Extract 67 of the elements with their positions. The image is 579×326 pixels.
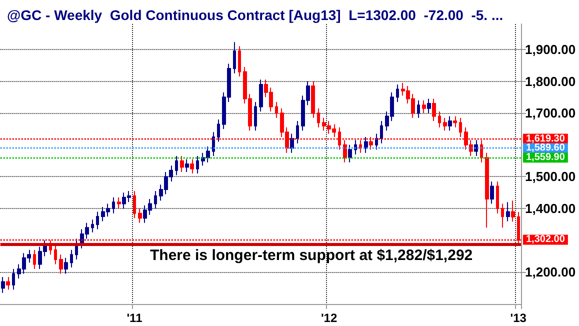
candlestick (54, 244, 57, 265)
candlestick (375, 133, 378, 150)
chart-title: @GC - Weekly Gold Continuous Contract [Aug13] L=1302.00 -72.00 -5. ... (7, 7, 504, 23)
candlestick (212, 132, 215, 157)
candlestick (117, 196, 121, 210)
candlestick (238, 46, 241, 77)
candlestick (511, 200, 515, 222)
candlestick (133, 190, 136, 219)
candlestick (175, 156, 178, 176)
candlestick (496, 181, 499, 214)
candlestick (190, 158, 194, 174)
y-tick-label: 1,400.00 (525, 201, 576, 216)
candlestick (432, 98, 436, 122)
candlestick (290, 133, 294, 154)
candlestick (112, 196, 115, 214)
candlestick (1, 276, 5, 294)
candlestick (64, 257, 68, 274)
candlestick (501, 203, 504, 228)
candlestick (343, 140, 347, 163)
candlestick (259, 79, 263, 112)
candlestick (59, 254, 63, 274)
candlestick (443, 117, 447, 132)
annotation: There is longer-term support at $1,282/$1,292 (150, 247, 473, 264)
candlestick (448, 116, 452, 132)
candlestick (422, 100, 426, 114)
candlestick (364, 136, 368, 154)
candlestick (6, 276, 10, 290)
candlestick (180, 156, 184, 172)
candlestick (185, 158, 189, 172)
candlestick (96, 211, 99, 230)
candlestick (474, 140, 478, 157)
x-tick-label: '12 (320, 311, 338, 325)
candlestick (453, 116, 457, 128)
x-tick-label: '13 (510, 311, 527, 325)
y-tick-label: 1,700.00 (525, 106, 576, 121)
ref-line-label: 1,619.30 (526, 133, 566, 144)
candlestick (254, 101, 257, 132)
y-tick-label: 1,500.00 (525, 169, 576, 184)
candlestick (138, 208, 142, 224)
candlestick (311, 80, 315, 118)
candlestick (233, 42, 236, 74)
candlestick (91, 219, 94, 233)
candlestick (485, 152, 489, 228)
candlestick (380, 120, 383, 144)
candlestick (506, 202, 510, 222)
y-tick-label: 1,200.00 (525, 264, 576, 280)
ref-line-label: 1,589.60 (526, 142, 566, 154)
candlestick (296, 120, 299, 144)
ref-line-label: 1,302.00 (526, 234, 566, 246)
candlestick (348, 144, 352, 163)
candlestick (490, 181, 494, 204)
candlestick (275, 101, 278, 118)
candlestick (154, 190, 157, 210)
candlestick (417, 100, 420, 118)
y-tick-label: 1,900.00 (525, 42, 576, 57)
candlestick (396, 84, 399, 102)
candlestick (217, 118, 220, 142)
candlestick (438, 111, 441, 128)
x-tick-label: '11 (126, 311, 143, 325)
candlestick (427, 98, 431, 114)
candlestick (196, 156, 199, 174)
ref-line-label: 1,559.90 (526, 152, 566, 164)
candlestick (33, 249, 36, 270)
y-tick-label: 1,800.00 (525, 74, 576, 89)
candlestick (317, 108, 320, 128)
candlestick (70, 249, 73, 268)
candlestick (12, 268, 15, 290)
